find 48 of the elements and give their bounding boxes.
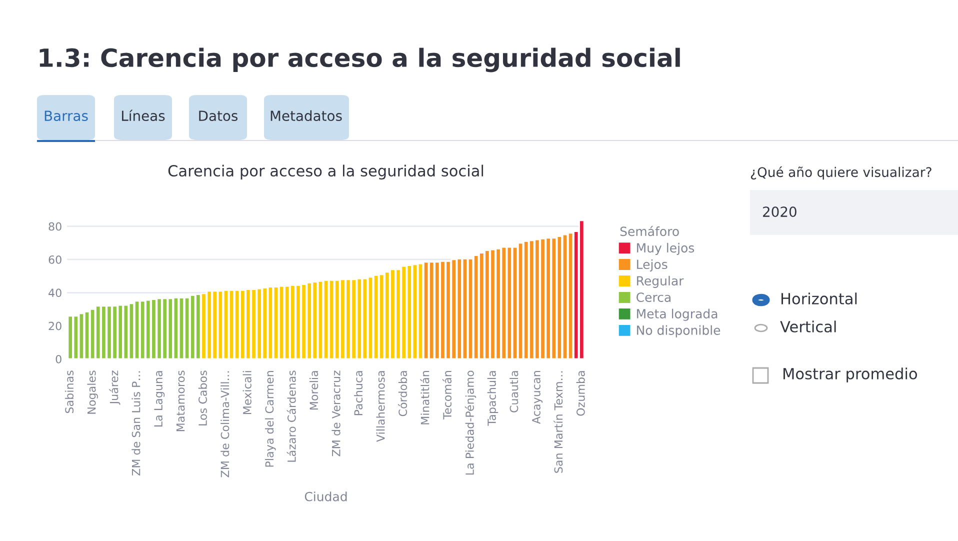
x-tick-label: Morelia (310, 371, 318, 410)
x-tick-label: Córdoba (398, 371, 408, 416)
text: Horizontal (782, 292, 857, 304)
x-tick-label: Los Cabos (198, 370, 207, 426)
text: Datos (199, 110, 238, 122)
y-tick-label: 80 (48, 222, 62, 231)
legend-title: Semáforo (620, 226, 679, 236)
x-tick-label: Sabinas (64, 370, 74, 414)
x-tick-label: Nogales (87, 370, 98, 414)
legend-label: No disponible (637, 325, 720, 338)
x-tick-label: Acayucan (532, 371, 543, 424)
x-tick-label: Playa del Carmen (265, 371, 276, 467)
x-tick-label: Ozumba (576, 371, 585, 416)
text: Mostrar promedio (784, 368, 917, 382)
x-tick-label: Minatitlán (420, 371, 430, 424)
legend-label: Lejos (637, 259, 668, 272)
x-tick-label: Matamoros (176, 370, 185, 432)
x-tick-label: La Laguna (154, 371, 165, 426)
text: Líneas (122, 110, 165, 122)
x-tick-label: Cuautla (510, 371, 518, 412)
x-tick-label: ZM de San Luis P… (132, 371, 140, 476)
chart-title: Carencia por acceso a la seguridad social (168, 164, 484, 180)
x-axis-title: Ciudad (304, 492, 347, 502)
text: 2020 (763, 206, 796, 218)
x-tick-label: ZM de Colima-Vill… (220, 371, 230, 478)
x-tick-label: La Piedad-Pénjamo (464, 370, 476, 475)
text: Barras (44, 110, 88, 122)
x-tick-label: San Martín Texm… (554, 371, 563, 473)
y-tick-label: 60 (48, 255, 62, 264)
x-tick-label: Pachuca (354, 371, 363, 416)
x-tick-label: Tapachula (487, 371, 498, 426)
x-tick-label: ZM de Veracruz (332, 370, 340, 456)
x-tick-label: Juárez (109, 370, 120, 405)
y-tick-label: 0 (56, 354, 62, 364)
x-tick-label: Villahermosa (376, 371, 385, 442)
legend-label: Cerca (636, 292, 670, 302)
x-tick-label: Lázaro Cárdenas (286, 370, 296, 462)
text: Vertical (780, 320, 836, 332)
y-tick-label: 20 (48, 322, 62, 330)
x-tick-label: Tecomán (442, 371, 452, 420)
y-tick-label: 40 (48, 288, 62, 298)
text: ¿Qué año quiere visualizar? (750, 166, 932, 180)
legend-label: Meta lograda (637, 308, 718, 321)
text: Metadatos (270, 110, 342, 122)
legend-label: Muy lejos (637, 242, 694, 255)
text: 1.3: Carencia por acceso a la seguridad social (40, 48, 680, 72)
x-tick-label: Mexicali (242, 371, 252, 414)
legend-label: Regular (637, 276, 684, 288)
